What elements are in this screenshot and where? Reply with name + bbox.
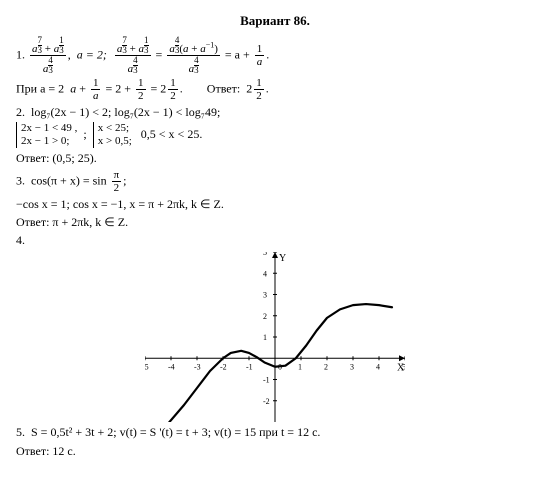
problem-5: 5. S = 0,5t² + 3t + 2; v(t) = S '(t) = t… xyxy=(16,424,534,440)
problem-4: 4. xyxy=(16,232,534,248)
svg-text:-2: -2 xyxy=(220,363,227,372)
svg-text:2: 2 xyxy=(263,312,267,321)
svg-text:-2: -2 xyxy=(263,397,270,406)
problem-1: 1. a73 + a13 a43 , a = 2; a73 + a13 a43 … xyxy=(16,36,534,75)
svg-text:4: 4 xyxy=(263,270,267,279)
svg-text:-5: -5 xyxy=(145,363,149,372)
p1-frac1: a73 + a13 a43 xyxy=(30,36,66,75)
svg-text:5: 5 xyxy=(263,252,267,257)
problem-2-sys: 2x − 1 < 49 , 2x − 1 > 0; ; x < 25; x > … xyxy=(16,122,534,148)
p1-1a: 1a xyxy=(255,43,265,68)
p3-answer: Ответ: π + 2πk, k ∈ Z. xyxy=(16,214,534,230)
svg-text:1: 1 xyxy=(298,363,302,372)
p1-frac3: a43(a + a−1) a43 xyxy=(167,36,220,75)
svg-text:5: 5 xyxy=(402,363,405,372)
p1-a: a = 2; xyxy=(77,47,107,61)
p1-l2-end: = 2 xyxy=(151,81,167,95)
svg-text:1: 1 xyxy=(263,333,267,342)
svg-text:4: 4 xyxy=(376,363,380,372)
p5-num: 5. xyxy=(16,425,25,439)
p5-l1: S = 0,5t² + 3t + 2; v(t) = S '(t) = t + … xyxy=(31,425,320,439)
problem-3: 3. cos(π + x) = sin π2; xyxy=(16,169,534,194)
svg-text:-1: -1 xyxy=(246,363,253,372)
svg-text:-1: -1 xyxy=(263,376,270,385)
p2-brace1: 2x − 1 < 49 , 2x − 1 > 0; xyxy=(16,122,77,148)
p1-num: 1. xyxy=(16,47,25,61)
function-graph: XY-5-4-3-2-112345-2-1123450 xyxy=(145,252,405,422)
svg-text:Y: Y xyxy=(279,253,286,264)
p2-num: 2. xyxy=(16,105,25,119)
p3-num: 3. xyxy=(16,173,25,187)
p2-brace2: x < 25; x > 0,5; xyxy=(93,122,132,148)
p1-eq: = a + xyxy=(225,47,250,61)
p1-l2-mid: = 2 + xyxy=(105,81,131,95)
svg-text:2: 2 xyxy=(324,363,328,372)
p1-l2-pre: При a = 2 xyxy=(16,81,64,95)
svg-text:3: 3 xyxy=(263,291,267,300)
p2-l1: log₇(2x − 1) < 2; log₇(2x − 1) < log₇49; xyxy=(31,105,220,119)
problem-1-line2: При a = 2 a + 1a = 2 + 12 = 212. Ответ: … xyxy=(16,77,534,102)
p1-ans-label: Ответ: xyxy=(207,81,240,95)
p2-concl: 0,5 < x < 25. xyxy=(141,127,203,141)
p3-l1: cos(π + x) = sin xyxy=(31,173,107,187)
p2-answer: Ответ: (0,5; 25). xyxy=(16,150,534,166)
svg-text:3: 3 xyxy=(350,363,354,372)
svg-text:-3: -3 xyxy=(194,363,201,372)
page-title: Вариант 86. xyxy=(16,12,534,30)
svg-text:-4: -4 xyxy=(168,363,175,372)
p1-frac2: a73 + a13 a43 xyxy=(115,36,151,75)
p3-l2: −cos x = 1; cos x = −1, x = π + 2πk, k ∈… xyxy=(16,196,534,212)
p5-answer: Ответ: 12 c. xyxy=(16,443,534,459)
problem-2: 2. log₇(2x − 1) < 2; log₇(2x − 1) < log₇… xyxy=(16,104,534,120)
